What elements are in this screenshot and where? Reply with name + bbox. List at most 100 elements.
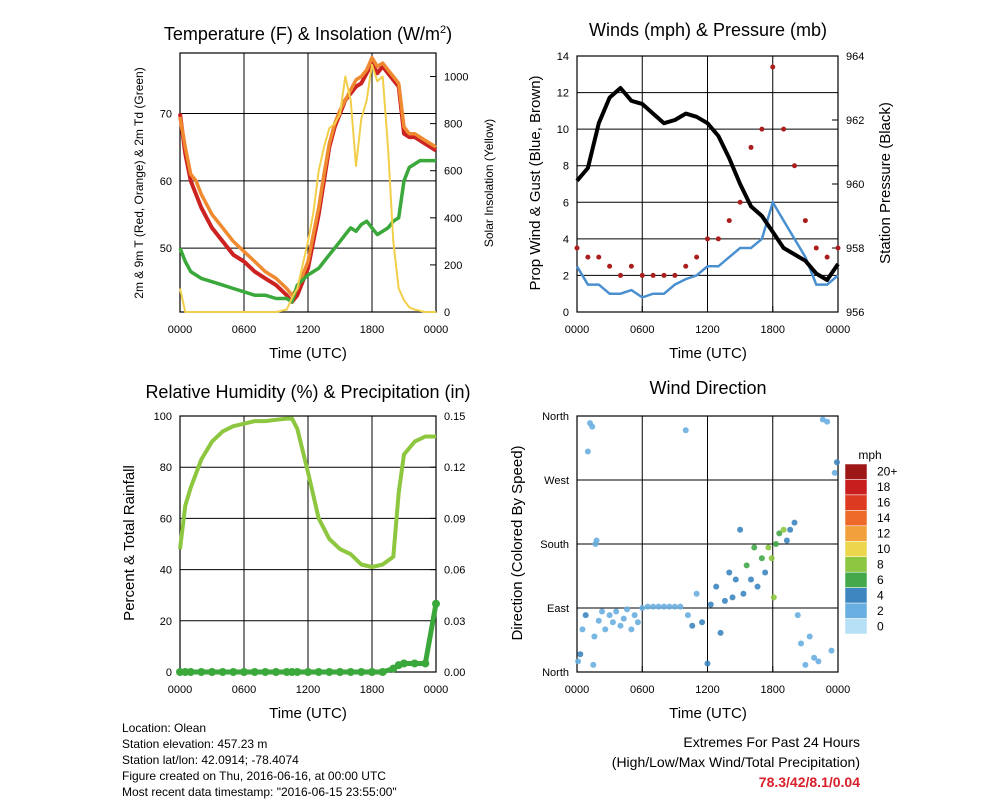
winds-gust-point (748, 144, 754, 150)
direction-panel: Wind Direction Direction (Colored By Spe… (509, 378, 882, 722)
temp-xtick-label: 1800 (360, 324, 384, 336)
dir-point (713, 583, 720, 590)
temp-series-solar-insolation (179, 63, 436, 313)
winds-gust-point (585, 254, 591, 260)
winds-gust-point (683, 263, 689, 269)
winds-gust-point (639, 272, 645, 278)
humidity-panel: Relative Humidity (%) & Precipitation (i… (121, 382, 471, 722)
dir-point (824, 418, 831, 425)
dir-point (783, 537, 790, 544)
winds-y2tick-label: 960 (846, 179, 864, 191)
rh-precip-point (250, 668, 259, 676)
legend-swatch (844, 556, 868, 573)
rh-xtick-label: 1200 (296, 684, 320, 696)
dir-point (811, 654, 818, 661)
humidity-ylabel: Percent & Total Rainfall (121, 465, 138, 621)
dir-ytick-label: South (540, 539, 569, 551)
dir-point (704, 660, 711, 667)
winds-gust-point (824, 254, 830, 260)
info-elevation: Station elevation: 457.23 m (122, 737, 268, 751)
rh-precip-point (293, 668, 302, 676)
dir-point (794, 612, 801, 619)
winds-series-station-pressure (575, 86, 840, 282)
temp-xtick-label: 1200 (296, 324, 320, 336)
winds-xtick-label: 1800 (761, 324, 785, 336)
winds-panel: Winds (mph) & Pressure (mb) Prop Wind & … (527, 20, 894, 362)
legend-swatch (844, 510, 868, 527)
dir-point (765, 544, 772, 551)
dir-point (624, 606, 631, 613)
winds-xtick-label: 0600 (630, 324, 654, 336)
temp-y2tick-label: 0 (444, 307, 450, 319)
legend-label: 14 (877, 511, 891, 525)
info-latlon: Station lat/lon: 42.0914; -78.4074 (122, 753, 299, 767)
dir-point (721, 597, 728, 604)
dir-point (584, 448, 591, 455)
extremes-subheading: (High/Low/Max Wind/Total Precipitation) (611, 754, 860, 770)
extremes-value: 78.3/42/8.1/0.04 (758, 774, 860, 790)
rh-precip-point (272, 668, 280, 676)
rh-ytick-label: 100 (154, 411, 172, 423)
dir-point (577, 651, 584, 658)
dir-point (740, 590, 747, 597)
winds-gust-point (726, 218, 732, 224)
legend-title: mph (858, 448, 881, 462)
temp-ytick-label: 70 (160, 109, 172, 121)
dir-point (590, 661, 597, 668)
dir-point (628, 626, 635, 633)
dir-point (677, 603, 684, 610)
dir-point (595, 617, 602, 624)
legend-swatch (844, 602, 868, 619)
rh-y2tick-label: 0.00 (444, 667, 465, 679)
dir-point (684, 612, 691, 619)
dir-point (833, 459, 840, 466)
dir-point (620, 615, 627, 622)
legend-swatch (844, 494, 868, 511)
winds-gust-point (705, 236, 710, 242)
legend-label: 4 (877, 588, 884, 602)
rh-xtick-label: 1800 (360, 684, 384, 696)
winds-gust-point (596, 254, 602, 260)
temp-series-2m-td (178, 158, 436, 304)
temperature-title: Temperature (F) & Insolation (W/m2) (164, 24, 452, 44)
dir-point (758, 555, 765, 562)
temp-y2tick-label: 400 (444, 213, 462, 225)
winds-gust-point (759, 126, 765, 132)
rh-y2tick-label: 0.15 (444, 411, 465, 423)
winds-gust-point (618, 272, 623, 278)
winds-xtick-label: 0000 (826, 324, 850, 336)
dir-point (639, 605, 646, 611)
rh-ytick-label: 20 (160, 616, 172, 628)
rh-precip-point (378, 668, 387, 676)
winds-ytick-label: 0 (563, 307, 569, 319)
winds-y2tick-label: 956 (846, 307, 864, 319)
rh-y2tick-label: 0.03 (444, 616, 465, 628)
rh-precip-point (357, 668, 366, 676)
temp-series-9m-t (178, 55, 437, 297)
winds-ytick-label: 10 (557, 124, 569, 136)
winds-gust-point (574, 245, 580, 251)
humidity-xlabel: Time (UTC) (269, 705, 347, 722)
dir-point (732, 576, 739, 583)
winds-gust-point (694, 254, 700, 260)
dir-point (589, 423, 596, 430)
rh-precip-point (314, 668, 323, 676)
dir-point (770, 594, 777, 601)
dir-point (661, 603, 667, 610)
rh-precip-point (261, 668, 270, 676)
rh-xtick-label: 0000 (424, 684, 448, 696)
dir-point (591, 633, 598, 640)
winds-ylabel: Prop Wind & Gust (Blue, Brown) (527, 75, 544, 290)
rh-precip-point (346, 668, 355, 676)
winds-gust-point (672, 272, 678, 278)
temperature-y2label: Solar Insolation (Yellow) (482, 119, 496, 247)
rh-precip-point (197, 668, 206, 676)
rh-y2tick-label: 0.12 (444, 462, 465, 474)
temp-y2tick-label: 600 (444, 166, 462, 178)
winds-gust-point (813, 245, 819, 251)
dir-point (748, 576, 754, 583)
legend-label: 8 (877, 557, 884, 571)
winds-ytick-label: 6 (563, 197, 569, 209)
rh-precip-point (186, 668, 195, 676)
